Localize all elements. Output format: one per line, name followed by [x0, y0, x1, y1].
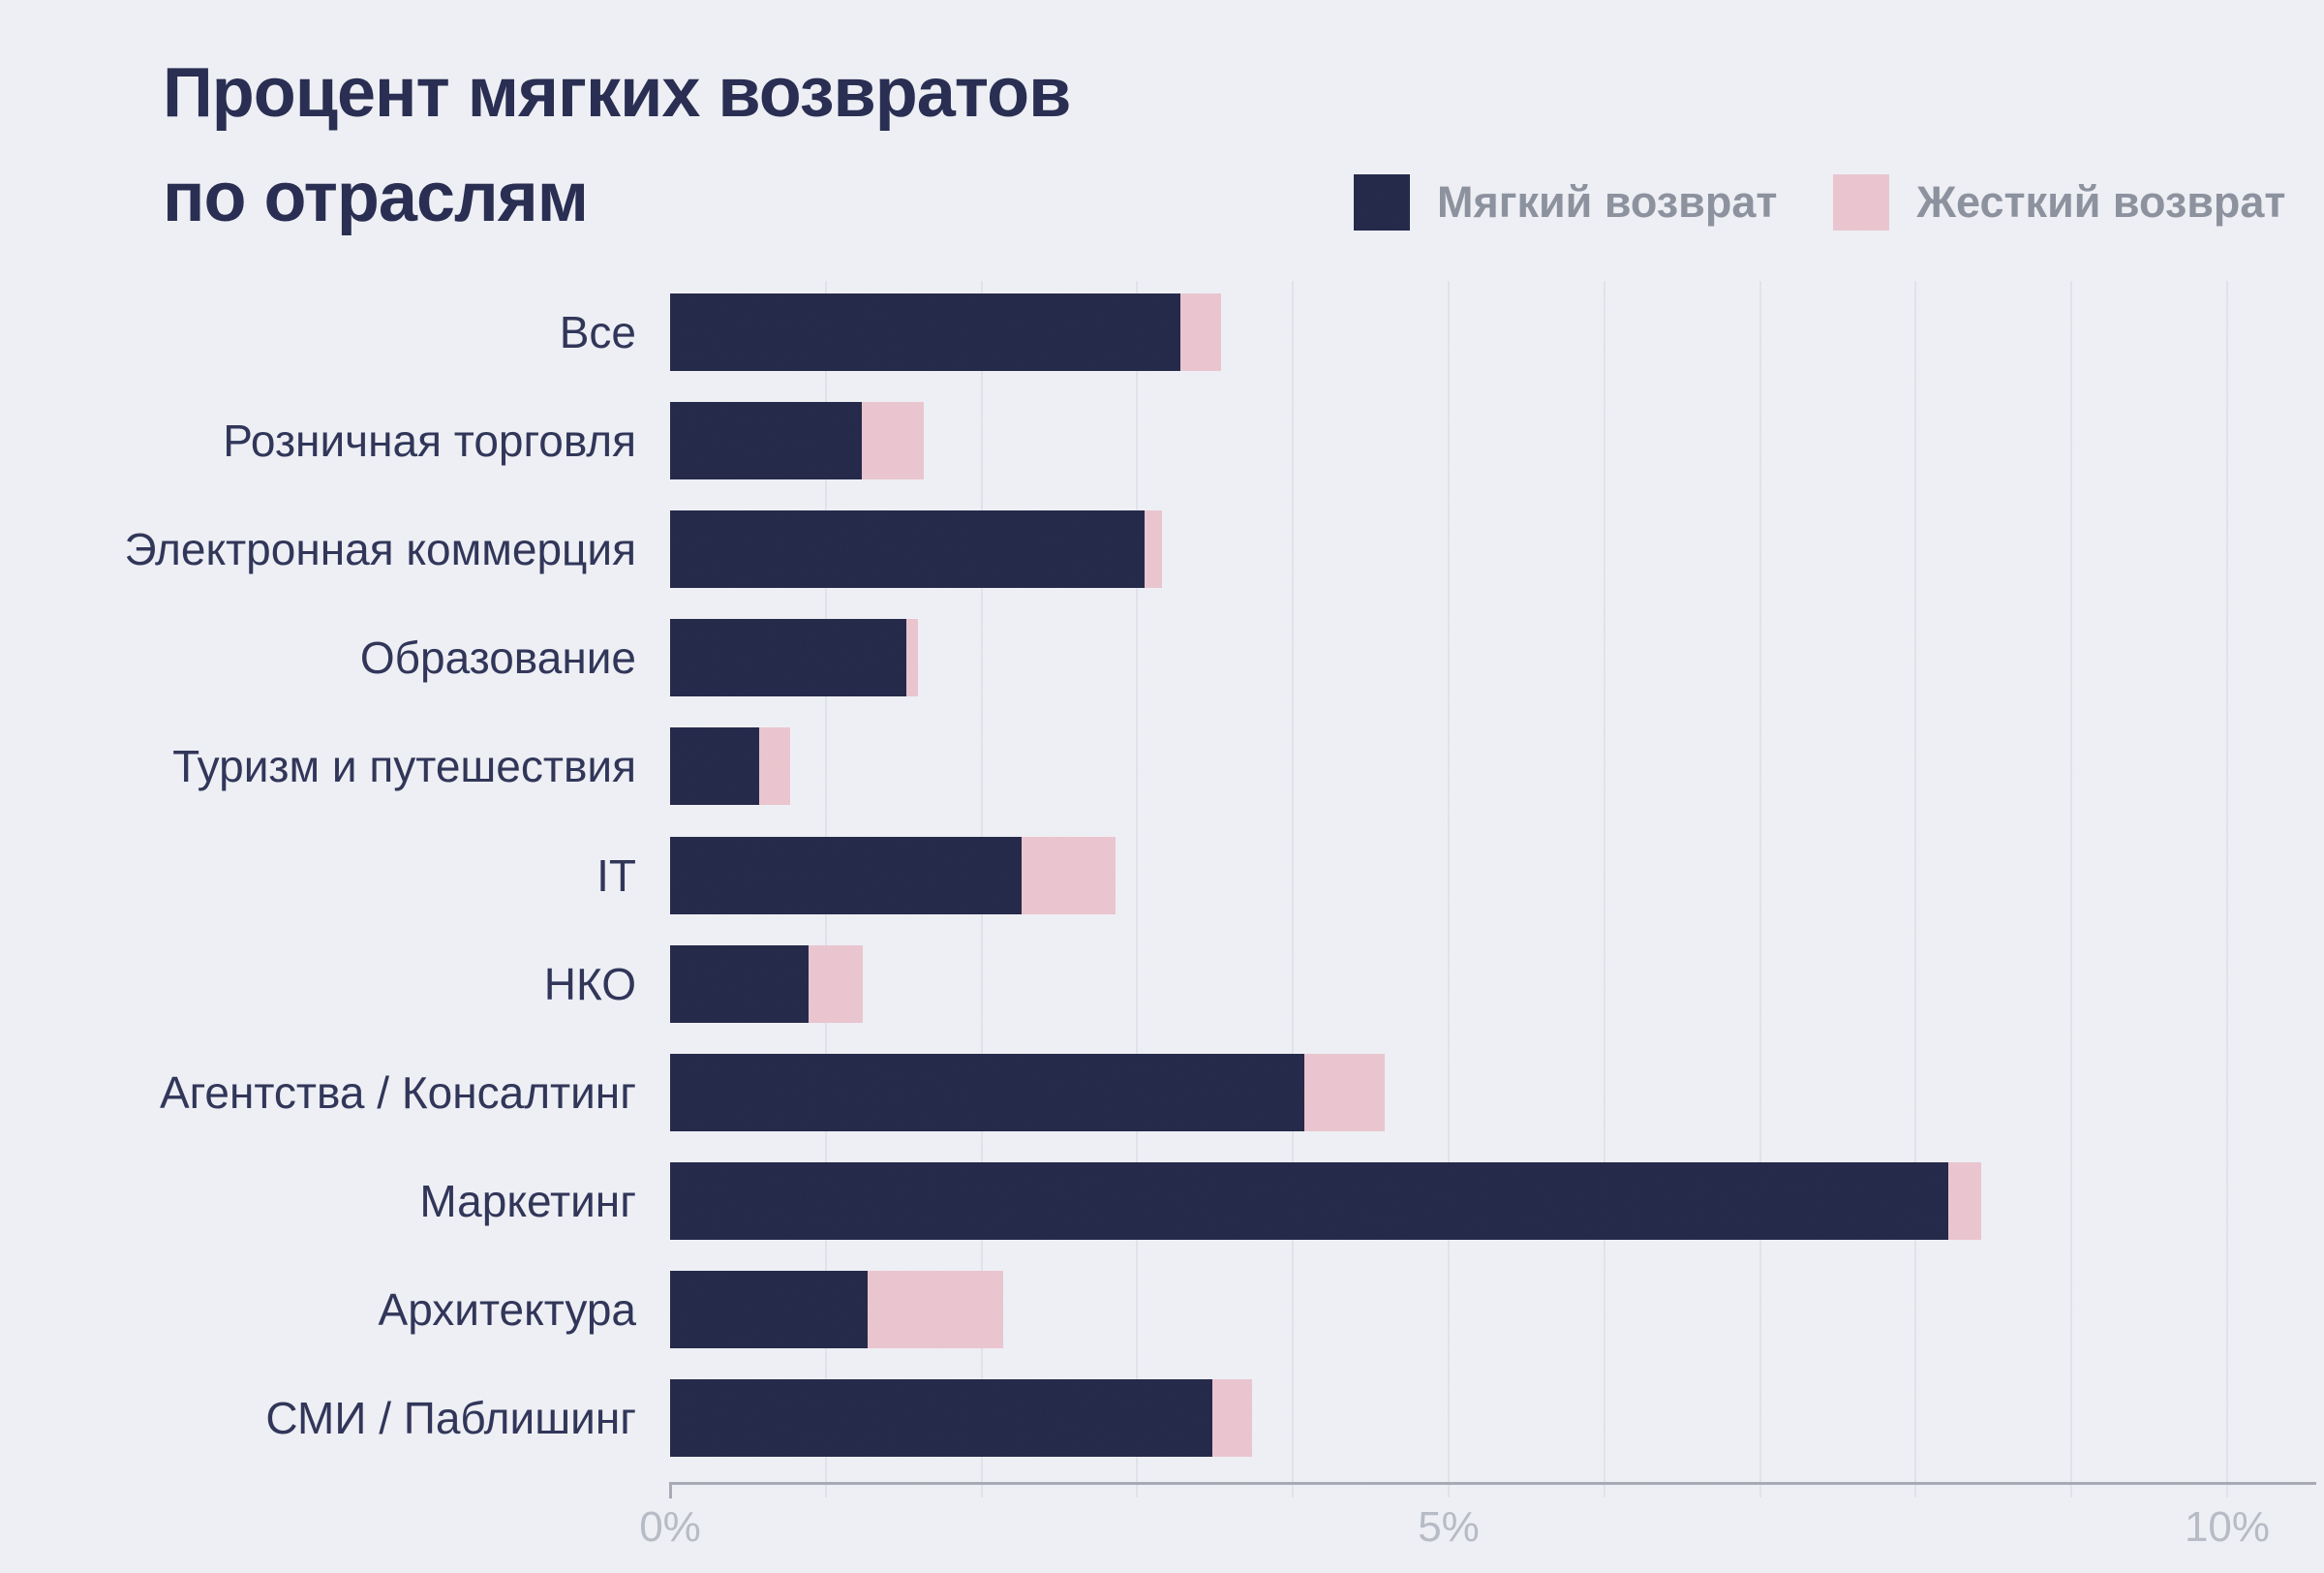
- category-label: IT: [596, 850, 636, 901]
- soft-bounce-legend-label: Мягкий возврат: [1437, 177, 1778, 227]
- legend-item-hard-bounce: Жесткий возврат: [1833, 174, 2285, 231]
- soft-bounce-swatch: [1354, 174, 1410, 231]
- stacked-bar: [670, 1271, 1004, 1348]
- x-axis-zero-tick: [669, 1482, 672, 1498]
- stacked-bar: [670, 727, 790, 805]
- hard-bounce-swatch: [1833, 174, 1890, 231]
- chart-row: Электронная коммерция: [0, 510, 2324, 588]
- hard-bounce-legend-label: Жесткий возврат: [1916, 177, 2286, 227]
- chart-row: Розничная торговля: [0, 402, 2324, 479]
- soft-bounce-bar-segment: [670, 510, 1146, 588]
- chart-row: СМИ / Паблишинг: [0, 1379, 2324, 1457]
- category-label: СМИ / Паблишинг: [265, 1393, 636, 1443]
- hard-bounce-bar-segment: [861, 402, 925, 479]
- hard-bounce-bar-segment: [1948, 1162, 1981, 1240]
- page-title: Процент мягких возвратов по отраслям: [163, 41, 1071, 250]
- category-label: НКО: [543, 959, 636, 1009]
- category-label: Туризм и путешествия: [172, 741, 636, 791]
- hard-bounce-bar-segment: [868, 1271, 1004, 1348]
- chart-row: IT: [0, 837, 2324, 914]
- page-title-line-1: Процент мягких возвратов: [163, 54, 1071, 132]
- soft-bounce-bar-segment: [670, 1379, 1212, 1457]
- soft-bounce-bar-segment: [670, 1271, 869, 1348]
- soft-bounce-bar-segment: [670, 1054, 1304, 1131]
- stacked-bar: [670, 510, 1163, 588]
- stacked-bar: [670, 945, 864, 1023]
- soft-bounce-bar-segment: [670, 837, 1023, 914]
- hard-bounce-bar-segment: [809, 945, 864, 1023]
- legend-item-soft-bounce: Мягкий возврат: [1354, 174, 1777, 231]
- category-label: Архитектура: [378, 1284, 636, 1335]
- soft-bounce-bar-segment: [670, 293, 1181, 371]
- category-label: Маркетинг: [419, 1176, 636, 1226]
- stacked-bar: [670, 619, 918, 696]
- page-title-line-2: по отраслям: [163, 159, 589, 236]
- soft-bounce-bar-segment: [670, 402, 862, 479]
- hard-bounce-bar-segment: [758, 727, 790, 805]
- category-label: Розничная торговля: [223, 416, 636, 466]
- chart-row: Туризм и путешествия: [0, 727, 2324, 805]
- x-axis-tick-label: 0%: [639, 1503, 701, 1551]
- chart-row: Архитектура: [0, 1271, 2324, 1348]
- soft-bounce-bar-segment: [670, 727, 759, 805]
- category-label: Электронная коммерция: [124, 524, 636, 574]
- hard-bounce-bar-segment: [1211, 1379, 1253, 1457]
- stacked-bar: [670, 1054, 1386, 1131]
- category-label: Агентства / Консалтинг: [159, 1067, 636, 1118]
- stacked-bar: [670, 402, 925, 479]
- category-label: Образование: [359, 632, 636, 683]
- hard-bounce-bar-segment: [906, 619, 918, 696]
- stacked-bar: [670, 1379, 1253, 1457]
- stacked-bar: [670, 837, 1116, 914]
- chart-row: НКО: [0, 945, 2324, 1023]
- chart-row: Все: [0, 293, 2324, 371]
- x-axis-tick-label: 10%: [2184, 1503, 2271, 1551]
- hard-bounce-bar-segment: [1180, 293, 1222, 371]
- hard-bounce-bar-segment: [1022, 837, 1116, 914]
- hard-bounce-bar-segment: [1303, 1054, 1386, 1131]
- stacked-bar: [670, 1162, 1981, 1240]
- chart-legend: Мягкий возврат Жесткий возврат: [1354, 174, 2285, 231]
- soft-bounce-bar-segment: [670, 1162, 1949, 1240]
- soft-bounce-bar-segment: [670, 619, 907, 696]
- chart-row: Агентства / Консалтинг: [0, 1054, 2324, 1131]
- hard-bounce-bar-segment: [1145, 510, 1163, 588]
- chart-row: Образование: [0, 619, 2324, 696]
- soft-bounce-bar-segment: [670, 945, 810, 1023]
- stacked-bar: [670, 293, 1222, 371]
- x-axis-line: [670, 1482, 2316, 1485]
- chart-row: Маркетинг: [0, 1162, 2324, 1240]
- category-label: Все: [559, 307, 636, 357]
- x-axis-tick-label: 5%: [1418, 1503, 1480, 1551]
